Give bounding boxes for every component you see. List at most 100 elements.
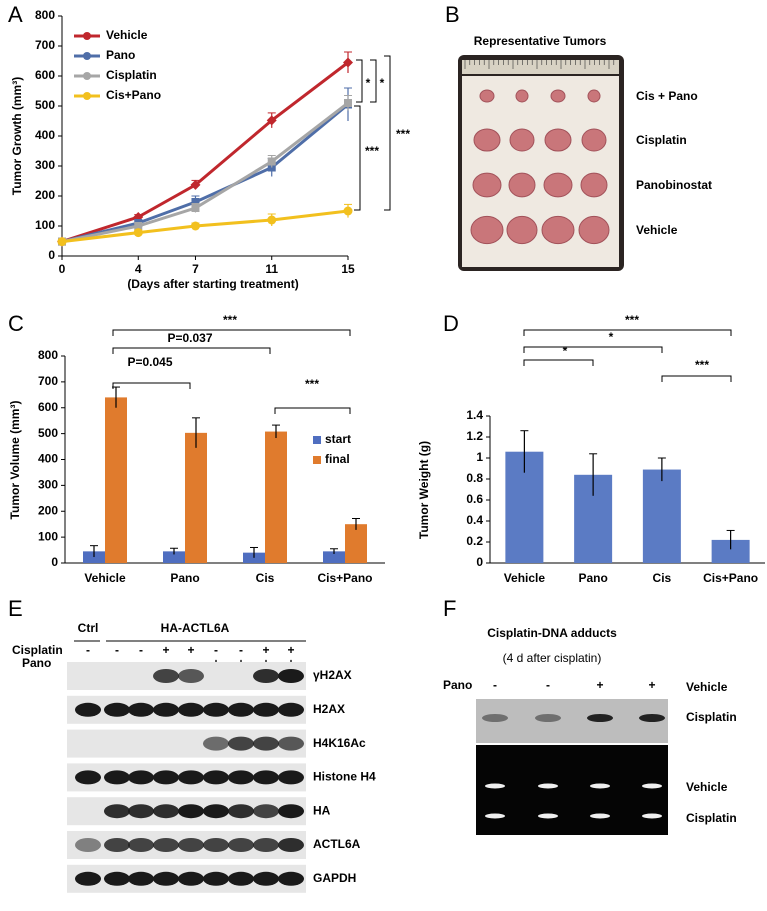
row-label: Cisplatin (636, 133, 687, 147)
bar (83, 551, 105, 563)
annotation: *** (625, 313, 639, 327)
band (178, 770, 204, 785)
y-axis-label: Tumor Weight (g) (417, 441, 431, 539)
lane-header: Ctrl (78, 621, 99, 635)
band (203, 838, 229, 852)
band (253, 736, 279, 751)
bar (163, 551, 185, 563)
bar (711, 539, 750, 563)
y-axis-label: Tumor Volume (mm³) (8, 401, 22, 520)
y-tick-label: 500 (35, 98, 55, 112)
band (228, 770, 254, 785)
tumor (587, 89, 601, 103)
tumor (581, 128, 607, 152)
annotation: *** (305, 377, 319, 391)
band (75, 702, 101, 717)
gel-band (538, 783, 558, 789)
band-label: HA (313, 803, 331, 817)
y-tick-label: 400 (35, 128, 55, 142)
panel-label: D (443, 311, 459, 336)
band (128, 838, 154, 852)
x-tick-label: 15 (341, 262, 355, 276)
y-axis-label: Tumor Growth (mm³) (10, 77, 24, 195)
x-tick-label: 0 (59, 262, 66, 276)
blot-subtitle: (4 d after cisplatin) (503, 651, 602, 665)
y-tick-label: 600 (38, 400, 58, 414)
treatment-label: Pano (443, 678, 472, 692)
gel-band (642, 783, 662, 789)
bracket (356, 59, 363, 103)
gel-band (538, 813, 558, 819)
y-tick-label: 0.4 (466, 513, 483, 527)
y-tick-label: 600 (35, 68, 55, 82)
band (178, 838, 204, 852)
tumor (508, 172, 536, 198)
x-tick-label: Vehicle (84, 571, 126, 585)
band-label: ACTL6A (313, 837, 361, 851)
band (278, 770, 304, 785)
sign: - (546, 678, 550, 692)
y-tick-label: 400 (38, 452, 58, 466)
bracket (523, 359, 594, 366)
bar (345, 524, 367, 563)
tumor (541, 215, 575, 245)
x-tick-label: Vehicle (504, 571, 546, 585)
x-tick-label: Cis+Pano (703, 571, 758, 585)
band (203, 702, 229, 717)
legend-marker (83, 92, 91, 100)
annotation: * (563, 344, 568, 358)
panel-label: C (8, 311, 24, 336)
annotation: * (366, 76, 371, 90)
band (104, 770, 130, 785)
band (203, 871, 229, 886)
y-tick-label: 800 (35, 8, 55, 22)
tumor (473, 128, 501, 152)
gel-band (590, 813, 610, 819)
tumor (470, 215, 504, 245)
marker (134, 222, 143, 230)
band (203, 770, 229, 785)
band (228, 871, 254, 886)
tumor (543, 172, 573, 198)
dot (482, 714, 508, 722)
gel (476, 745, 668, 835)
band-label: Histone H4 (313, 770, 376, 784)
bracket (661, 375, 732, 382)
tumor (479, 89, 495, 103)
gel-band (642, 813, 662, 819)
band (153, 702, 179, 717)
annotation: *** (365, 144, 379, 158)
legend-marker (83, 72, 91, 80)
band (153, 804, 179, 819)
treatment-label: Pano (22, 656, 51, 670)
row-label: Cisplatin (686, 811, 737, 825)
band (253, 804, 279, 819)
x-axis-label: (Days after starting treatment) (127, 277, 298, 291)
band (178, 804, 204, 819)
y-tick-label: 300 (38, 478, 58, 492)
marker (266, 115, 277, 126)
row-label: Vehicle (686, 780, 728, 794)
band (128, 770, 154, 785)
marker (267, 157, 276, 166)
band-label: H2AX (313, 702, 345, 716)
band (278, 838, 304, 852)
band (253, 838, 279, 852)
band (228, 736, 254, 751)
marker (191, 204, 200, 212)
lane-header: HA-ACTL6A (161, 621, 230, 635)
bracket (384, 55, 391, 211)
y-tick-label: 1.4 (466, 408, 483, 422)
band (278, 669, 304, 683)
y-tick-label: 0 (48, 248, 55, 262)
row-label: Vehicle (686, 680, 728, 694)
marker (57, 237, 67, 247)
bracket (112, 382, 191, 389)
band (153, 871, 179, 886)
bar (642, 469, 681, 563)
y-tick-label: 0.6 (466, 492, 483, 506)
row-label: Cis + Pano (636, 89, 698, 103)
x-tick-label: Pano (578, 571, 607, 585)
marker (190, 221, 200, 231)
tumor (580, 172, 608, 198)
